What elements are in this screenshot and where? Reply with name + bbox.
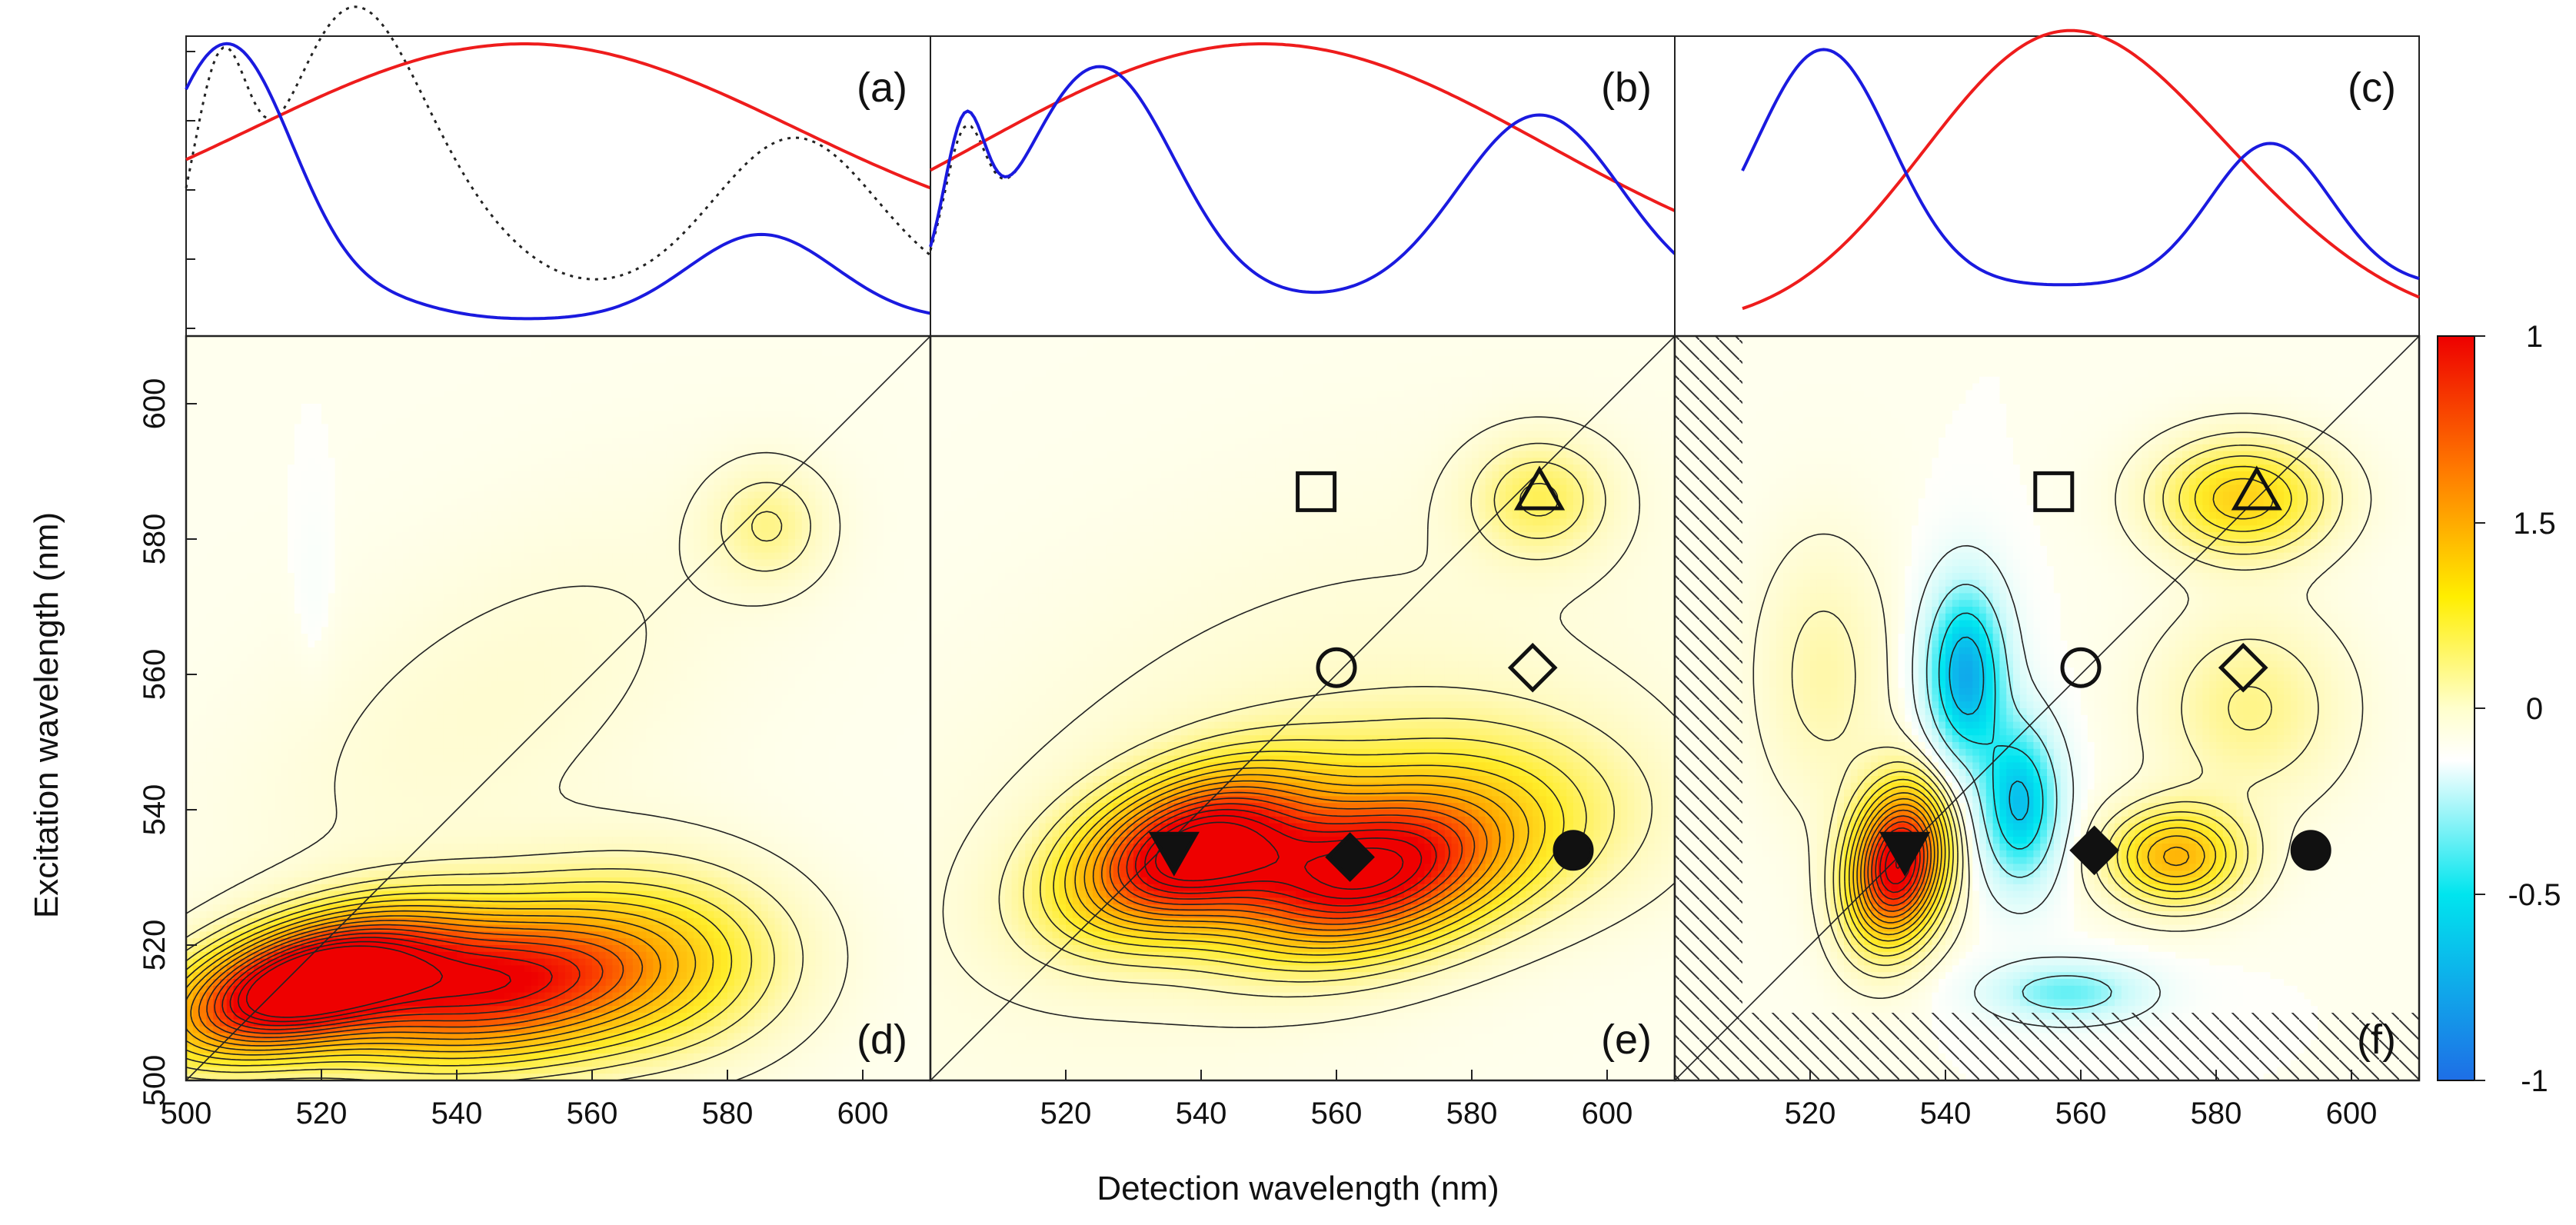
marker-diamond-open [1507,642,1558,693]
series-blue-line [929,65,1676,295]
colorbar-tick-label: -1 [2521,1064,2548,1098]
panel-label: (e) [1601,1017,1652,1063]
map-panels: (d)500 520 540 560 580 600(e)520 540 560 580 600(… [138,335,2421,1130]
top-spectra-panels: (a) (b) (c) [185,5,2420,337]
map-panel-2: (e) 520 540 560 580 600 [929,335,1676,1130]
series-blue-line [185,42,931,321]
heatmap-cells [186,336,930,1080]
series-red-line [1742,28,2420,311]
series-red-line [185,42,931,190]
marker-triangle-down-filled [1879,831,1931,877]
y-tick-label: 600 [138,378,171,430]
heatmap-cells [930,336,1675,1080]
top-panel-3: (c) [1674,28,2420,337]
colorbar: 1 1.5 0 -0.5 -1 [2437,320,2561,1098]
top-panel-1: (a) [185,5,931,337]
x-tick-label: 580 [702,1097,754,1130]
x-tick-label: 500 [161,1097,212,1130]
x-tick-label: 580 [1446,1097,1498,1130]
panel-label: (c) [2348,65,2396,111]
x-tick-label: 560 [567,1097,618,1130]
map-panel-3: (f) 520 540 560 580 600 [1673,335,2421,1130]
contour-lines [942,416,1675,1028]
panel-label: (f) [2357,1017,2396,1063]
marker-square-open [2033,471,2075,512]
x-axis-label: Detection wavelength (nm) [1097,1170,1499,1207]
diagonal-line [1675,336,2419,1080]
colorbar-tick-label: -0.5 [2508,878,2561,912]
x-tick-label: 540 [1920,1097,1972,1130]
marker-diamond-filled [2069,825,2119,876]
colorbar-gradient [2437,335,2475,1081]
marker-circle-open [1316,647,1357,688]
marker-diamond-open [2218,642,2268,693]
top-panel-frame [185,35,931,337]
marker-circle-filled [1553,830,1594,871]
x-tick-label: 580 [2191,1097,2242,1130]
y-tick-label: 500 [138,1055,171,1107]
x-tick-label: 540 [1176,1097,1227,1130]
y-axis-label: Excitation wavelength (nm) [28,512,65,918]
y-tick-label: 540 [138,784,171,836]
top-panel-2: (b) [929,35,1676,337]
colorbar-tick-label: 1.5 [2513,507,2556,541]
x-tick-label: 520 [1040,1097,1092,1130]
panel-label: (a) [857,65,907,111]
x-tick-label: 520 [296,1097,348,1130]
panel-label: (b) [1601,65,1652,111]
y-tick-label: 520 [138,920,171,971]
x-tick-label: 520 [1785,1097,1836,1130]
marker-circle-open [2060,647,2102,688]
colorbar-tick-label: 1 [2526,320,2543,354]
x-tick-label: 540 [431,1097,483,1130]
series-blue-line [1741,48,2420,287]
map-panel-1: (d) 500 520 540 560 580 600 [161,335,932,1130]
y-tick-label: 560 [138,649,171,701]
colorbar-tick-label: 0 [2526,692,2543,726]
x-tick-label: 600 [2326,1097,2378,1130]
top-panel-frame [930,35,1676,337]
diagonal-line [930,336,1675,1080]
series-dotted-line [185,5,931,281]
y-tick-label: 580 [138,514,171,565]
map-panel-frame [1673,335,2421,1082]
marker-triangle-open [2231,465,2282,511]
marker-square-open [1296,471,1337,512]
panel-label: (d) [857,1017,907,1063]
x-tick-label: 600 [1582,1097,1633,1130]
x-tick-label: 560 [1311,1097,1363,1130]
diagonal-line [186,336,930,1080]
marker-triangle-open [1513,465,1566,511]
marker-diamond-filled [1325,832,1375,882]
x-tick-label: 600 [837,1097,889,1130]
marker-circle-filled [2290,830,2331,871]
y-axis: 500 520 540 560 580 600 [138,378,197,1107]
x-tick-label: 560 [2055,1097,2107,1130]
marker-triangle-down-filled [1148,831,1200,877]
